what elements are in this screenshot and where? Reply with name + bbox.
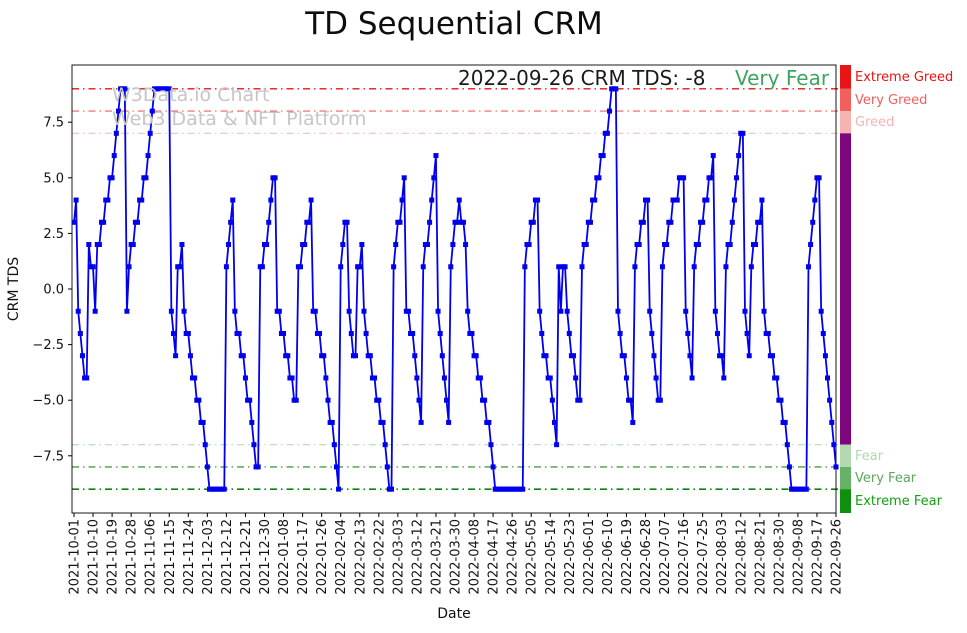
svg-text:2022-09-26: 2022-09-26 xyxy=(830,519,845,595)
svg-text:2021-12-30: 2021-12-30 xyxy=(258,519,273,595)
svg-text:2022-04-26: 2022-04-26 xyxy=(506,519,521,595)
svg-text:2022-08-21: 2022-08-21 xyxy=(753,519,768,595)
watermark-line1: W3Data.io Chart xyxy=(112,84,270,106)
colorbar-segment-3 xyxy=(840,133,851,445)
svg-text:2022-04-08: 2022-04-08 xyxy=(468,519,483,595)
svg-text:2022-07-16: 2022-07-16 xyxy=(677,519,692,595)
svg-text:2022-07-25: 2022-07-25 xyxy=(696,519,711,595)
threshold-lines xyxy=(72,88,840,490)
svg-text:2022-01-17: 2022-01-17 xyxy=(296,519,311,595)
svg-text:2022-03-30: 2022-03-30 xyxy=(449,519,464,595)
band-label-greed: Greed xyxy=(855,115,895,130)
colorbar-segment-2 xyxy=(840,111,851,134)
latest-value-annotation: 2022-09-26 CRM TDS: -8 xyxy=(458,66,706,90)
svg-text:2022-03-03: 2022-03-03 xyxy=(391,519,406,595)
sentiment-status-annotation: Very Fear xyxy=(735,66,830,90)
svg-text:−5.0: −5.0 xyxy=(32,394,64,409)
svg-text:2022-09-08: 2022-09-08 xyxy=(791,519,806,595)
svg-text:2.5: 2.5 xyxy=(43,227,64,242)
svg-text:2021-10-28: 2021-10-28 xyxy=(125,519,140,595)
svg-text:2021-12-21: 2021-12-21 xyxy=(239,519,254,595)
band-label-very-greed: Very Greed xyxy=(855,93,928,108)
svg-text:2022-01-08: 2022-01-08 xyxy=(277,519,292,595)
crm-tds-series xyxy=(71,86,839,492)
svg-text:2021-12-03: 2021-12-03 xyxy=(201,519,216,595)
svg-text:0.0: 0.0 xyxy=(43,283,64,298)
svg-text:2022-09-17: 2022-09-17 xyxy=(810,519,825,595)
svg-text:2022-06-01: 2022-06-01 xyxy=(582,519,597,595)
svg-text:5.0: 5.0 xyxy=(43,171,64,186)
svg-text:2022-02-04: 2022-02-04 xyxy=(334,519,349,595)
svg-text:2022-05-14: 2022-05-14 xyxy=(544,519,559,595)
page-title: TD Sequential CRM xyxy=(305,6,603,42)
svg-text:2021-10-19: 2021-10-19 xyxy=(106,519,121,595)
svg-text:7.5: 7.5 xyxy=(43,116,64,131)
svg-text:2022-03-21: 2022-03-21 xyxy=(429,519,444,595)
svg-text:2021-12-12: 2021-12-12 xyxy=(220,519,235,595)
svg-text:2022-04-17: 2022-04-17 xyxy=(487,519,502,595)
band-label-extreme-fear: Extreme Fear xyxy=(855,494,942,509)
plot-border xyxy=(71,64,837,514)
svg-text:2022-08-30: 2022-08-30 xyxy=(772,519,787,595)
svg-text:2021-10-10: 2021-10-10 xyxy=(87,519,102,595)
colorbar-segment-4 xyxy=(840,444,851,467)
colorbar-segment-6 xyxy=(840,489,851,513)
x-axis-ticks: 2021-10-01 2021-10-10 2021-10-19 2021-10-28… xyxy=(68,513,845,595)
sentiment-colorbar xyxy=(840,65,851,513)
svg-text:2022-03-12: 2022-03-12 xyxy=(410,519,425,595)
x-axis-label: Date xyxy=(437,606,471,622)
band-label-very-fear: Very Fear xyxy=(855,471,917,486)
svg-text:2022-07-07: 2022-07-07 xyxy=(658,519,673,595)
svg-text:2021-11-24: 2021-11-24 xyxy=(182,519,197,595)
svg-text:−2.5: −2.5 xyxy=(32,338,64,353)
colorbar-segment-1 xyxy=(840,88,851,112)
svg-text:2022-06-10: 2022-06-10 xyxy=(601,519,616,595)
band-label-extreme-greed: Extreme Greed xyxy=(855,70,954,85)
svg-text:2022-06-28: 2022-06-28 xyxy=(639,519,654,595)
watermark-line2: Web3 Data & NFT Platform xyxy=(112,108,367,130)
svg-text:2022-01-26: 2022-01-26 xyxy=(315,519,330,595)
svg-text:2022-05-05: 2022-05-05 xyxy=(525,519,540,595)
svg-text:2021-11-15: 2021-11-15 xyxy=(163,519,178,595)
svg-text:2021-10-01: 2021-10-01 xyxy=(68,519,83,595)
svg-text:2022-06-19: 2022-06-19 xyxy=(620,519,635,595)
band-label-fear: Fear xyxy=(855,449,884,464)
svg-text:−7.5: −7.5 xyxy=(32,449,64,464)
y-axis-label: CRM TDS xyxy=(6,256,22,322)
y-axis-ticks: 7.5 5.0 2.5 0.0 −2.5 −5.0 −7.5 xyxy=(32,116,72,464)
svg-text:2022-08-03: 2022-08-03 xyxy=(715,519,730,595)
svg-text:2022-02-13: 2022-02-13 xyxy=(353,519,368,595)
svg-text:2022-05-23: 2022-05-23 xyxy=(563,519,578,595)
colorbar-segment-5 xyxy=(840,466,851,490)
svg-text:2022-02-22: 2022-02-22 xyxy=(372,519,387,595)
svg-text:2021-11-06: 2021-11-06 xyxy=(144,519,159,595)
colorbar-segment-0 xyxy=(840,65,851,89)
svg-text:2022-08-12: 2022-08-12 xyxy=(734,519,749,595)
